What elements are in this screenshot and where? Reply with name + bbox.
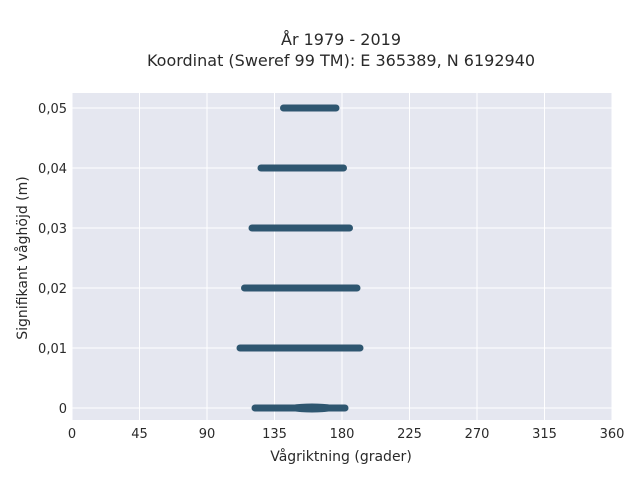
x-tick-label: 90 xyxy=(199,427,216,442)
y-tick-label: 0,03 xyxy=(38,222,67,237)
y-tick-label: 0,01 xyxy=(38,342,67,357)
x-tick-label: 0 xyxy=(68,427,76,442)
x-tick-label: 270 xyxy=(465,427,490,442)
x-tick-label: 315 xyxy=(532,427,557,442)
x-axis-label: Vågriktning (grader) xyxy=(270,448,412,465)
y-tick-label: 0 xyxy=(59,402,67,417)
x-tick-label: 135 xyxy=(262,427,287,442)
y-tick-label: 0,04 xyxy=(38,162,67,177)
y-tick-label: 0,02 xyxy=(38,282,67,297)
y-axis-label: Signifikant våghöjd (m) xyxy=(14,176,31,339)
x-tick-label: 45 xyxy=(131,427,148,442)
x-tick-label: 360 xyxy=(600,427,625,442)
x-tick-label: 180 xyxy=(330,427,355,442)
y-tick-label: 0,05 xyxy=(38,102,67,117)
chart-title-line-2: Koordinat (Sweref 99 TM): E 365389, N 61… xyxy=(147,51,535,70)
chart-title-line-1: År 1979 - 2019 xyxy=(281,30,401,49)
x-tick-label: 225 xyxy=(397,427,422,442)
scatter-cluster xyxy=(284,403,340,413)
